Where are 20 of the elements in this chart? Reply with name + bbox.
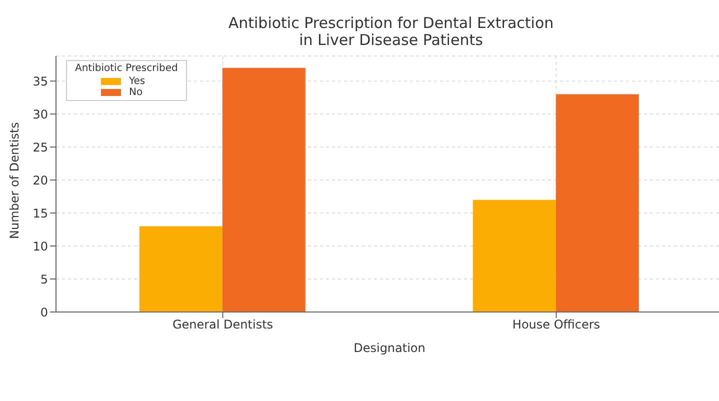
y-tick-label: 0 [40, 305, 48, 320]
y-tick-label: 25 [32, 140, 48, 154]
x-axis-title: Designation [354, 341, 426, 355]
y-tick-label: 10 [32, 239, 48, 254]
bar [556, 94, 639, 312]
legend-label: No [129, 87, 143, 98]
bar [472, 200, 556, 312]
x-tick-label: House Officers [512, 318, 600, 332]
bar [222, 68, 306, 312]
y-tick-label: 30 [32, 107, 48, 122]
y-tick-label: 15 [32, 206, 48, 220]
chart-title: Antibiotic Prescription for Dental Extraction in Liver Disease Patients [228, 14, 554, 49]
y-axis-title: Number of Dentists [7, 122, 22, 239]
x-tick-label: General Dentists [172, 318, 274, 332]
legend-title: Antibiotic Prescribed [75, 63, 178, 74]
y-tick-label: 35 [32, 74, 48, 88]
bar [139, 226, 222, 312]
legend-label: Yes [129, 76, 146, 87]
y-tick-label: 5 [40, 272, 48, 286]
y-tick-label: 20 [32, 173, 48, 188]
